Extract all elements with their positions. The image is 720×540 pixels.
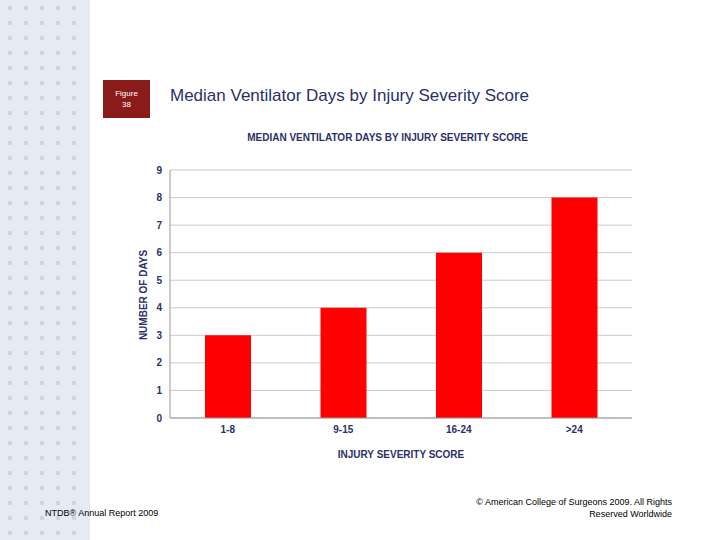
svg-text:>24: >24 bbox=[566, 424, 583, 435]
html-text:NTDB® Annual Report 2009: NTDB® Annual Report 2009 bbox=[45, 508, 159, 518]
svg-text:4: 4 bbox=[156, 302, 162, 313]
svg-text:1: 1 bbox=[156, 385, 162, 396]
html-text:NUMBER OF DAYS: NUMBER OF DAYS bbox=[137, 249, 149, 341]
html-text:INJURY SEVERITY SCORE: INJURY SEVERITY SCORE bbox=[337, 449, 465, 460]
svg-text:8: 8 bbox=[156, 192, 162, 203]
svg-text:2: 2 bbox=[156, 357, 162, 368]
svg-text:16-24: 16-24 bbox=[446, 424, 472, 435]
svg-text:0: 0 bbox=[156, 413, 162, 424]
html-text:MEDIAN VENTILATOR DAYS BY INJU: MEDIAN VENTILATOR DAYS BY INJURY SEVERIT… bbox=[247, 132, 528, 143]
svg-text:7: 7 bbox=[156, 220, 162, 231]
svg-text:5: 5 bbox=[156, 275, 162, 286]
html-text:38: 38 bbox=[122, 100, 131, 109]
svg-text:3: 3 bbox=[156, 330, 162, 341]
html-text:Figure: Figure bbox=[115, 89, 138, 98]
svg-text:6: 6 bbox=[156, 247, 162, 258]
svg-text:9: 9 bbox=[156, 165, 162, 176]
svg-text:1-8: 1-8 bbox=[221, 424, 236, 435]
svg-text:9-15: 9-15 bbox=[333, 424, 353, 435]
html-text:Median Ventilator Days by Inju: Median Ventilator Days by Injury Severit… bbox=[170, 86, 530, 105]
html-text:© American College of Surgeons: © American College of Surgeons 2009. All… bbox=[476, 497, 672, 519]
